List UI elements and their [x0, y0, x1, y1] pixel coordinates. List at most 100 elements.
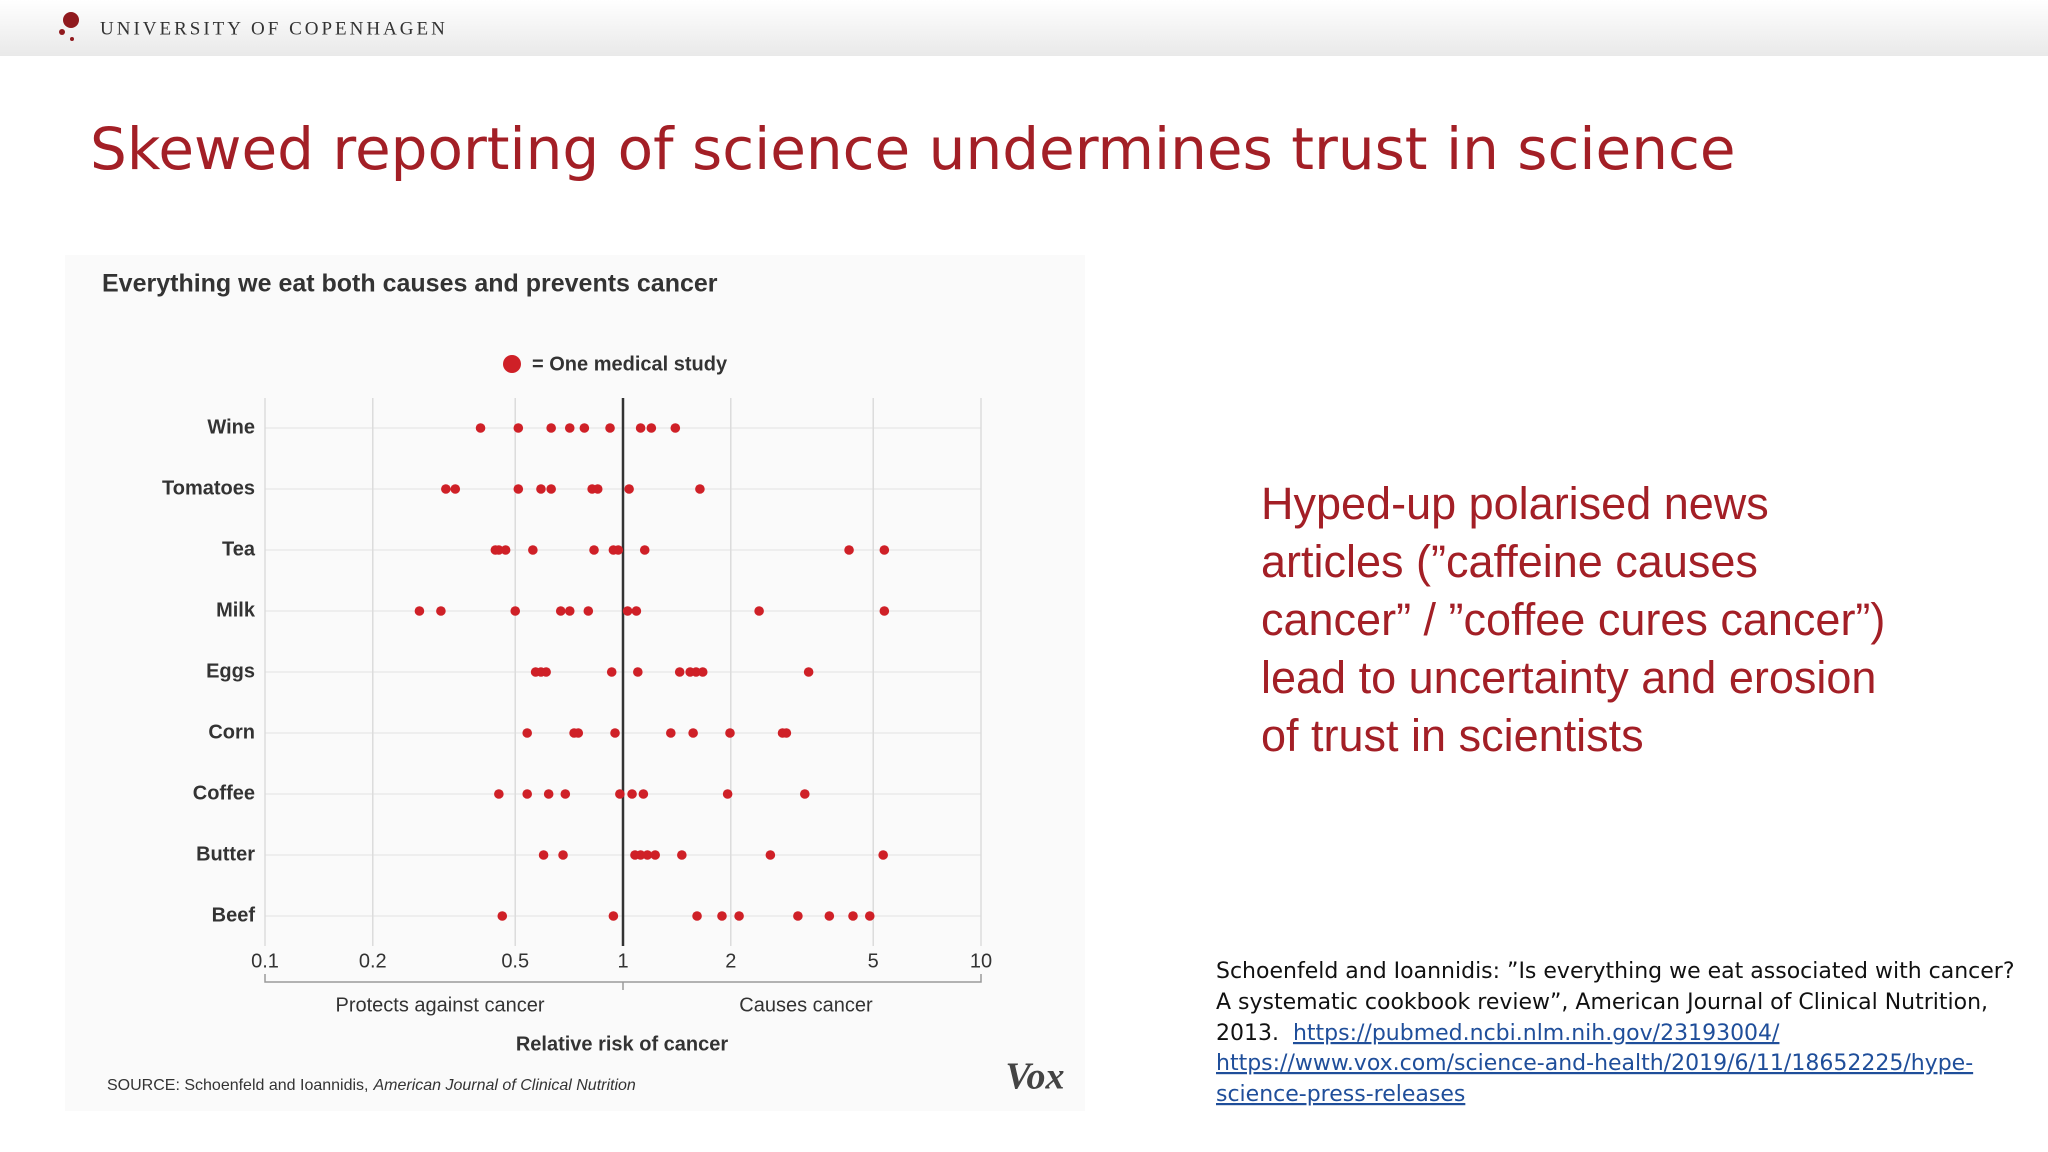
logo-dot — [70, 37, 74, 41]
study-dot — [592, 484, 603, 494]
study-dot — [497, 911, 508, 921]
study-dot — [536, 484, 546, 494]
chart-title: Everything we eat both causes and preven… — [102, 270, 718, 298]
axis-bracket — [264, 974, 982, 990]
study-dot — [560, 789, 571, 799]
chart-background — [65, 255, 1085, 1111]
reference-line: A systematic cookbook review”, American … — [1216, 990, 1988, 1015]
logo-dot — [59, 29, 65, 35]
study-dot — [650, 850, 660, 860]
study-dot — [613, 545, 624, 555]
reference-line: Schoenfeld and Ioannidis: ”Is everything… — [1216, 959, 2015, 984]
study-dot — [441, 484, 451, 494]
study-dot — [695, 484, 705, 494]
study-dot — [633, 667, 643, 677]
study-dot — [674, 667, 685, 677]
study-dot — [722, 789, 733, 799]
study-dot — [522, 728, 532, 738]
study-dot — [725, 728, 735, 738]
study-dot — [697, 667, 708, 677]
study-dot — [513, 484, 524, 494]
study-dot — [583, 606, 594, 616]
body-line: cancer” / ”coffee cures cancer”) — [1261, 594, 1885, 645]
study-dot — [414, 606, 425, 616]
study-dot — [864, 911, 875, 921]
study-dot — [605, 423, 615, 433]
body-line: lead to uncertainty and erosion — [1261, 652, 1876, 703]
study-dot — [670, 423, 681, 433]
x-axis-title: Relative risk of cancer — [516, 1033, 729, 1055]
study-dot — [635, 423, 646, 433]
study-dot — [615, 789, 625, 799]
slide-title: Skewed reporting of science undermines t… — [90, 115, 1736, 183]
study-dot — [646, 423, 657, 433]
study-dot — [627, 789, 637, 799]
study-dot — [558, 850, 568, 860]
y-tick-label: Eggs — [206, 660, 255, 682]
y-tick-label: Corn — [208, 721, 255, 743]
x-tick-label: 1 — [617, 950, 628, 972]
body-line: articles (”caffeine causes — [1261, 536, 1758, 587]
study-dot — [494, 545, 504, 555]
study-dot — [624, 484, 634, 494]
study-dot — [638, 789, 649, 799]
body-line: Hyped-up polarised news — [1261, 478, 1769, 529]
study-dot — [543, 789, 554, 799]
study-dot — [538, 850, 549, 860]
study-dot — [436, 606, 446, 616]
study-dot — [500, 545, 511, 555]
study-dot — [878, 850, 888, 860]
header-bar — [0, 0, 2048, 56]
study-dot — [691, 667, 701, 677]
x-tick-label: 0.2 — [359, 950, 387, 972]
study-dot — [494, 789, 504, 799]
y-tick-label: Butter — [196, 843, 255, 865]
study-dot — [450, 484, 461, 494]
link[interactable]: https://www.vox.com/science-and-health/2… — [1216, 1051, 1973, 1076]
logo-dot — [63, 12, 79, 28]
study-dot — [642, 850, 653, 860]
x-tick-label: 5 — [868, 950, 879, 972]
study-dot — [879, 606, 890, 616]
body-text: Hyped-up polarised news articles (”caffei… — [1261, 478, 1885, 761]
study-dot — [879, 545, 890, 555]
study-dot — [754, 606, 764, 616]
study-dot — [666, 728, 676, 738]
vox-logo: Vox — [1005, 1056, 1064, 1098]
reference: Schoenfeld and Ioannidis: ”Is everything… — [1216, 959, 2015, 1107]
study-dot — [513, 423, 524, 433]
study-dot — [528, 545, 538, 555]
link[interactable]: science-press-releases — [1216, 1082, 1465, 1107]
link[interactable]: https://pubmed.ncbi.nlm.nih.gov/23193004… — [1293, 1021, 1780, 1046]
study-dot — [606, 667, 617, 677]
y-tick-label: Wine — [207, 416, 255, 438]
x-tick-label: 0.5 — [501, 950, 529, 972]
study-dot — [803, 667, 814, 677]
study-dot — [622, 606, 633, 616]
study-dot — [793, 911, 803, 921]
y-tick-label: Milk — [216, 599, 256, 621]
body-line: of trust in scientists — [1261, 710, 1644, 761]
y-tick-label: Tomatoes — [162, 477, 255, 499]
study-dot — [717, 911, 727, 921]
logo-text: UNIVERSITY OF COPENHAGEN — [100, 18, 448, 39]
study-dot — [765, 850, 776, 860]
study-dot — [475, 423, 486, 433]
y-tick-label: Beef — [212, 904, 256, 926]
reference-year: 2013. — [1216, 1021, 1279, 1046]
study-dot — [546, 423, 556, 433]
y-tick-label: Tea — [222, 538, 256, 560]
study-dot — [800, 789, 810, 799]
study-dot — [564, 606, 575, 616]
study-dot — [546, 484, 556, 494]
annotation: Protects against cancer — [336, 994, 545, 1016]
x-tick-label: 10 — [970, 950, 992, 972]
legend-marker — [503, 355, 521, 373]
reference-line: 2013. https://pubmed.ncbi.nlm.nih.gov/231… — [1216, 1021, 1780, 1046]
annotation: Causes cancer — [739, 994, 873, 1016]
legend-label: = One medical study — [532, 353, 728, 375]
study-dot — [639, 545, 650, 555]
source: SOURCE: Schoenfeld and Ioannidis, America… — [107, 1077, 636, 1094]
study-dot — [844, 545, 854, 555]
